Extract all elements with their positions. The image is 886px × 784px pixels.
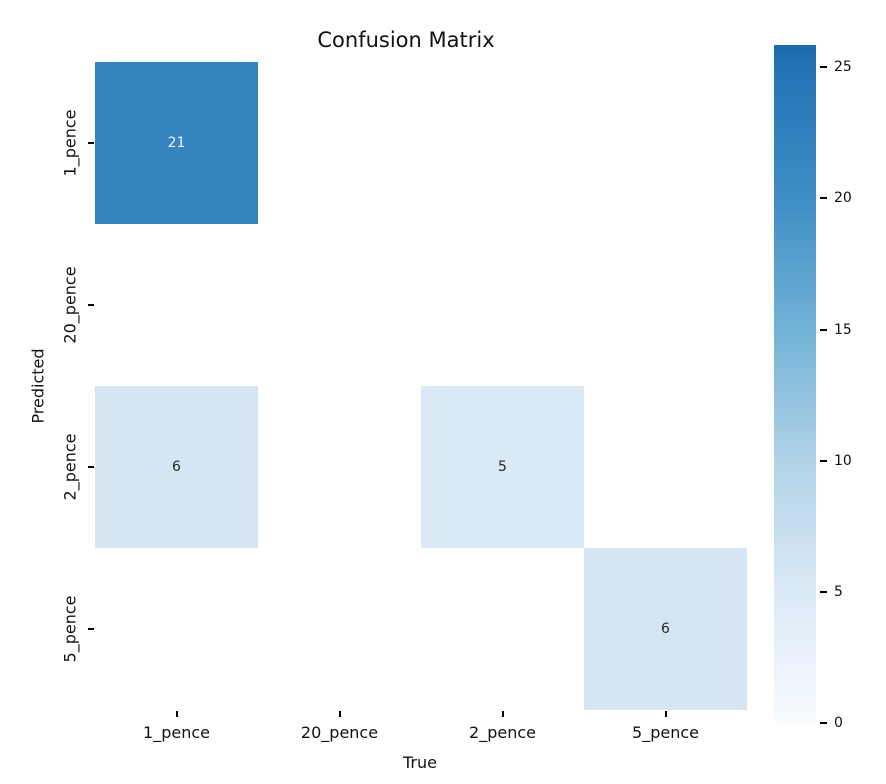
colorbar-tick-mark [820, 328, 827, 331]
colorbar-tick-label: 0 [834, 715, 843, 731]
cell-value: 5 [498, 459, 507, 475]
cell-value: 6 [661, 621, 670, 637]
colorbar-tick-label: 5 [834, 583, 843, 600]
colorbar-tick-label: 20 [834, 190, 852, 207]
cell-value: 21 [167, 135, 186, 151]
colorbar-tick-label: 10 [834, 452, 852, 469]
colorbar-tick-mark [820, 722, 827, 724]
x-tick-label: 5_pence [632, 723, 699, 742]
x-tick-mark [664, 711, 667, 717]
y-tick-label: 5_pence [60, 595, 80, 663]
heatmap-cell: 6 [584, 548, 747, 710]
x-tick-label: 2_pence [469, 723, 536, 742]
y-tick-label: 2_pence [60, 433, 80, 501]
heatmap-cell: 5 [421, 386, 584, 548]
cell-value: 6 [172, 459, 181, 475]
x-tick-mark [501, 711, 504, 717]
colorbar [774, 45, 816, 723]
y-tick-label: 1_pence [60, 109, 80, 177]
heatmap-cell: 21 [95, 62, 258, 224]
colorbar-tick-mark [820, 66, 827, 69]
heatmap-cell: 6 [95, 386, 258, 548]
x-tick-mark [338, 711, 341, 717]
colorbar-tick-label: 15 [834, 321, 852, 338]
colorbar-tick-mark [820, 459, 827, 462]
colorbar-tick-label: 25 [834, 59, 852, 76]
y-axis-label: Predicted [28, 348, 48, 424]
colorbar-tick-mark [820, 197, 827, 200]
x-tick-label: 20_pence [300, 723, 379, 742]
y-tick-mark [88, 142, 94, 144]
y-tick-label: 20_pence [60, 266, 80, 344]
y-tick-mark [88, 304, 94, 306]
heatmap-plot-area: 21 6 5 6 [95, 62, 747, 710]
x-tick-label: 1_pence [143, 723, 210, 742]
colorbar-tick-mark [820, 590, 827, 593]
y-tick-mark [88, 628, 94, 630]
x-axis-label: True [403, 753, 437, 772]
chart-title: Confusion Matrix [317, 28, 495, 52]
y-tick-mark [88, 466, 94, 468]
x-tick-mark [175, 711, 178, 717]
